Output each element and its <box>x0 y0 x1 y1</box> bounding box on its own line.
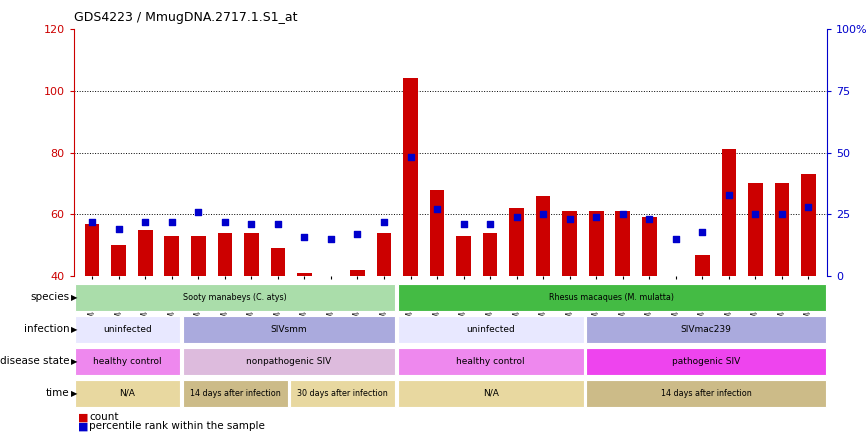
Bar <box>430 190 444 276</box>
Point <box>510 213 524 220</box>
Text: time: time <box>46 388 69 398</box>
Point <box>112 226 126 233</box>
Text: pathogenic SIV: pathogenic SIV <box>672 357 740 366</box>
Bar <box>183 316 395 343</box>
Bar <box>397 380 584 407</box>
Bar <box>397 316 584 343</box>
Text: ■: ■ <box>78 421 88 431</box>
Bar <box>589 211 604 276</box>
Point <box>244 221 258 228</box>
Bar <box>642 218 656 276</box>
Point <box>271 221 285 228</box>
Text: species: species <box>30 293 69 302</box>
Bar <box>397 348 584 375</box>
Bar <box>75 284 395 311</box>
Bar <box>270 248 285 276</box>
Point <box>669 235 682 242</box>
Text: nonpathogenic SIV: nonpathogenic SIV <box>246 357 332 366</box>
Text: GDS4223 / MmugDNA.2717.1.S1_at: GDS4223 / MmugDNA.2717.1.S1_at <box>74 12 297 24</box>
Point <box>616 211 630 218</box>
Text: uninfected: uninfected <box>466 325 515 334</box>
Text: Sooty manabeys (C. atys): Sooty manabeys (C. atys) <box>184 293 287 302</box>
Point <box>324 235 338 242</box>
Text: healthy control: healthy control <box>456 357 525 366</box>
Text: ▶: ▶ <box>71 357 78 366</box>
Bar <box>695 254 709 276</box>
Point <box>456 221 470 228</box>
Bar <box>774 183 789 276</box>
Text: healthy control: healthy control <box>94 357 162 366</box>
Bar <box>217 233 232 276</box>
Text: SIVmac239: SIVmac239 <box>681 325 732 334</box>
Text: 14 days after infection: 14 days after infection <box>661 389 752 398</box>
Bar <box>75 316 180 343</box>
Bar <box>138 230 152 276</box>
Point <box>536 211 550 218</box>
Text: ▶: ▶ <box>71 325 78 334</box>
Bar <box>112 245 126 276</box>
Text: Rhesus macaques (M. mulatta): Rhesus macaques (M. mulatta) <box>549 293 675 302</box>
Bar <box>85 224 100 276</box>
Bar <box>509 208 524 276</box>
Bar <box>748 183 763 276</box>
Text: percentile rank within the sample: percentile rank within the sample <box>89 421 265 431</box>
Text: 30 days after infection: 30 days after infection <box>297 389 388 398</box>
Point <box>695 228 709 235</box>
Bar <box>165 236 179 276</box>
Point <box>430 206 444 213</box>
Point <box>589 213 603 220</box>
Bar <box>721 150 736 276</box>
Text: disease state: disease state <box>0 357 69 366</box>
Bar <box>483 233 497 276</box>
Point <box>351 230 365 238</box>
Point <box>775 211 789 218</box>
Point <box>643 216 656 223</box>
Text: N/A: N/A <box>120 389 135 398</box>
Point <box>802 203 816 210</box>
Point <box>218 218 232 225</box>
Point <box>298 233 312 240</box>
Text: count: count <box>89 412 119 422</box>
Bar <box>616 211 630 276</box>
Bar <box>75 380 180 407</box>
Point <box>483 221 497 228</box>
Point <box>191 208 205 215</box>
Text: N/A: N/A <box>482 389 499 398</box>
Text: ■: ■ <box>78 412 88 422</box>
Bar <box>562 211 577 276</box>
Text: ▶: ▶ <box>71 389 78 398</box>
Bar <box>290 380 395 407</box>
Bar <box>586 380 825 407</box>
Text: 14 days after infection: 14 days after infection <box>190 389 281 398</box>
Text: SIVsmm: SIVsmm <box>270 325 307 334</box>
Bar <box>801 174 816 276</box>
Bar <box>191 236 205 276</box>
Text: ▶: ▶ <box>71 293 78 302</box>
Point <box>165 218 178 225</box>
Bar <box>586 348 825 375</box>
Bar <box>350 270 365 276</box>
Bar <box>586 316 825 343</box>
Text: uninfected: uninfected <box>103 325 152 334</box>
Point <box>748 211 762 218</box>
Bar <box>456 236 471 276</box>
Bar <box>536 196 551 276</box>
Point <box>563 216 577 223</box>
Point <box>404 154 417 161</box>
Bar <box>377 233 391 276</box>
Text: infection: infection <box>23 325 69 334</box>
Bar <box>75 348 180 375</box>
Point <box>377 218 391 225</box>
Bar <box>404 78 417 276</box>
Bar <box>183 348 395 375</box>
Point <box>85 218 99 225</box>
Bar <box>244 233 259 276</box>
Bar <box>397 284 825 311</box>
Bar <box>183 380 288 407</box>
Bar <box>297 273 312 276</box>
Point <box>722 191 736 198</box>
Point <box>139 218 152 225</box>
